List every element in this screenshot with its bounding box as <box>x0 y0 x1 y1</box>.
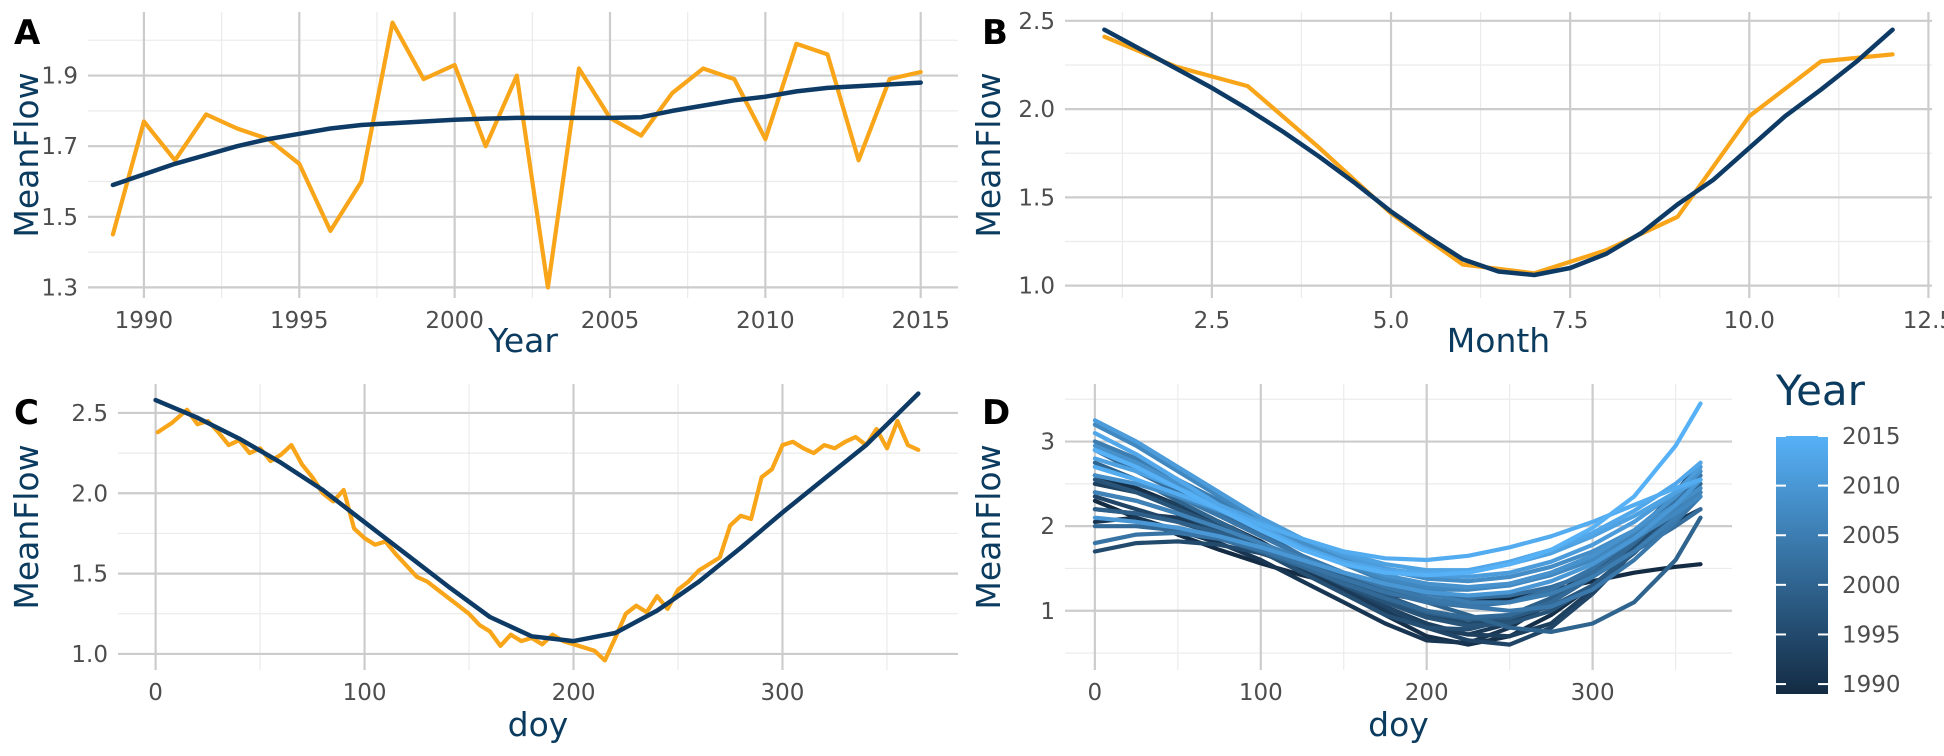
panel-d-x-tick-label: 0 <box>1088 680 1103 706</box>
panel-c-x-tick-label: 0 <box>148 680 163 706</box>
colorbar-tick-label: 1990 <box>1842 672 1901 698</box>
panel-a-y-tick-label: 1.5 <box>41 205 78 231</box>
panel-b-y-tick-label: 2.5 <box>1018 9 1055 35</box>
panel-a-smooth-line <box>110 80 923 188</box>
panel-b-x-tick-label: 2.5 <box>1194 308 1231 334</box>
panel-c-y-tick-label: 1.0 <box>71 642 108 668</box>
panel-d-x-axis-title: doy <box>1368 705 1429 744</box>
panel-c-y-tick-label: 1.5 <box>71 562 108 588</box>
panel-b-y-axis-title: MeanFlow <box>969 72 1008 237</box>
panel-c-x-tick-label: 200 <box>552 680 596 706</box>
panel-b-x-tick-label: 7.5 <box>1552 308 1589 334</box>
panel-d-x-tick-label: 100 <box>1239 680 1283 706</box>
panel-c-y-tick-label: 2.0 <box>71 481 108 507</box>
panel-c-observed-line <box>155 407 921 663</box>
panel-b-y-tick-label: 1.0 <box>1018 274 1055 300</box>
panel-d-y-tick-label: 1 <box>1040 599 1055 625</box>
panel-d-y-tick-label: 3 <box>1040 430 1055 456</box>
panel-b-observed-line <box>1102 34 1895 276</box>
panel-b-x-tick-label: 10.0 <box>1724 308 1775 334</box>
panel-a-y-tick-label: 1.3 <box>41 275 78 301</box>
panel-a-x-tick-label: 2010 <box>736 308 795 334</box>
panel-c-y-axis-title: MeanFlow <box>7 444 46 609</box>
panel-a-x-tick-label: 1995 <box>270 308 329 334</box>
year-2013-line <box>1092 431 1703 575</box>
colorbar-tick-label: 2010 <box>1842 474 1901 500</box>
panel-b-smooth-line <box>1102 27 1895 278</box>
year-2015-line <box>1092 401 1703 578</box>
year-2004-line <box>1092 464 1703 613</box>
panel-c-tag: C <box>14 393 39 433</box>
panel-c-smooth-line <box>153 391 921 644</box>
panel-c-x-tick-label: 100 <box>343 680 387 706</box>
panel-b-y-tick-label: 1.5 <box>1018 185 1055 211</box>
panel-b-tag: B <box>982 13 1008 53</box>
panel-b-y-tick-label: 2.0 <box>1018 97 1055 123</box>
panel-a-y-axis-title: MeanFlow <box>7 72 46 237</box>
year-colorbar <box>1776 436 1828 694</box>
panel-a-observed-line <box>110 20 923 290</box>
colorbar-tick-label: 2015 <box>1842 424 1901 450</box>
panel-a-tag: A <box>14 13 41 53</box>
panel-c-y-tick-label: 2.5 <box>71 401 108 427</box>
panel-a-x-tick-label: 2005 <box>581 308 640 334</box>
panel-a-y-tick-label: 1.7 <box>41 134 78 160</box>
panel-a-x-tick-label: 1990 <box>115 308 174 334</box>
panel-d-y-axis-title: MeanFlow <box>969 444 1008 609</box>
legend-title: Year <box>1775 366 1866 415</box>
panel-d-x-tick-label: 300 <box>1571 680 1615 706</box>
panel-d-x-tick-label: 200 <box>1405 680 1449 706</box>
panel-b-x-tick-label: 12.5 <box>1903 308 1944 334</box>
panel-a-x-tick-label: 2015 <box>891 308 950 334</box>
colorbar-tick-label: 2005 <box>1842 523 1901 549</box>
panel-d-y-tick-label: 2 <box>1040 514 1055 540</box>
panel-c-x-axis-title: doy <box>508 705 569 744</box>
panel-a-x-axis-title: Year <box>487 321 558 360</box>
panel-d-tag: D <box>982 393 1010 433</box>
panel-b-x-axis-title: Month <box>1447 321 1550 360</box>
colorbar-tick-label: 1995 <box>1842 622 1901 648</box>
panel-c-x-tick-label: 300 <box>761 680 805 706</box>
year-2010-line <box>1092 477 1703 598</box>
colorbar-tick-label: 2000 <box>1842 573 1901 599</box>
panel-a-y-tick-label: 1.9 <box>41 64 78 90</box>
panel-a-x-tick-label: 2000 <box>425 308 484 334</box>
panel-b-x-tick-label: 5.0 <box>1373 308 1410 334</box>
